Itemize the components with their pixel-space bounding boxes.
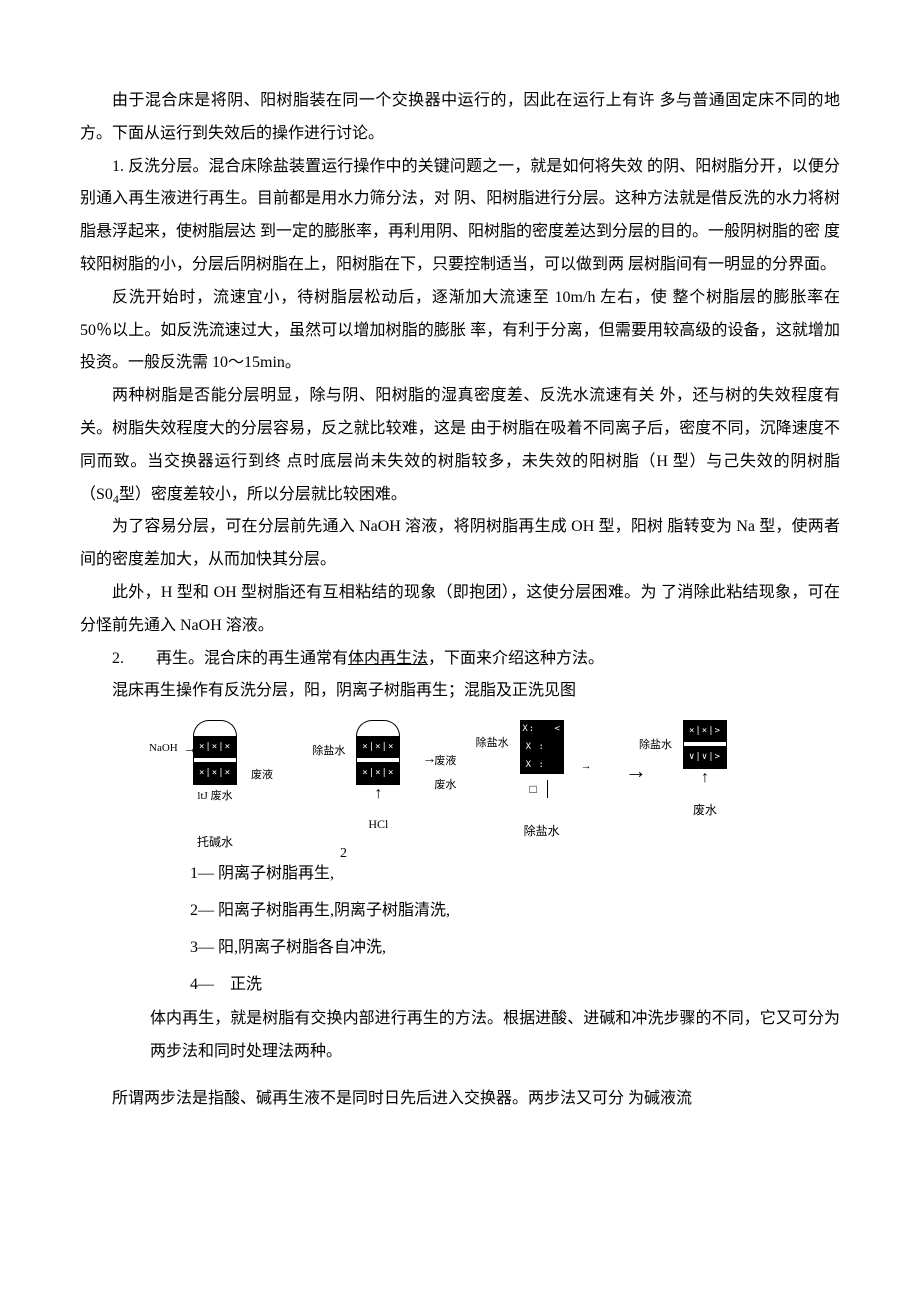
stage3-bottom-label: 除盐水 xyxy=(524,822,560,839)
resin-section-bottom: ×|×|× xyxy=(356,762,400,784)
paragraph-naoh-pretreatment: 为了容易分层，可在分层前先通入 NaOH 溶液，将阴树脂再生成 OH 型，阳树 … xyxy=(80,511,840,577)
paragraph-mixed-bed-regen: 混床再生操作有反洗分层，阳，阴离子树脂再生；混脂及正洗见图 xyxy=(80,675,840,708)
legend-item-2: 2— 阳离子树脂再生,阴离子树脂清洗, xyxy=(190,893,840,930)
resin-section-bottom: ∨|∨|> xyxy=(683,746,727,768)
stage2-left-label: 除盐水 xyxy=(312,742,345,758)
diagram-stage-4: 除盐水 → ×|×|> ∨|∨|> ↑ 废水 xyxy=(630,720,780,818)
stage2-bottom-label: HCl xyxy=(368,817,388,832)
paragraph-internal-regen: 体内再生，就是树脂有交换内部进行再生的方法。根据进酸、进碱和冲洗步骤的不同，它又… xyxy=(150,1003,840,1069)
stage2-right-label-1: 废液 xyxy=(434,752,456,768)
diagram-stage-2: 除盐水 ×|×|× ×|×|× → 废液 废水 ↑ HCl xyxy=(303,720,453,832)
resin-section-bottom: ×|×|× xyxy=(193,762,237,784)
stage3-left-label: 除盐水 xyxy=(476,734,509,750)
stage1-arrow-in: → xyxy=(183,742,197,758)
paragraph-step2-regeneration: 2. 再生。混合床的再生通常有体内再生法，下面来介绍这种方法。 xyxy=(80,643,840,676)
diagram-stage-1: NaOH → ×|×|× ×|×|× 废液 ltJ 废水 托碱水 xyxy=(140,720,290,850)
stage1-bottom-label: 托碱水 xyxy=(197,833,233,850)
diagram-stage-3: 除盐水 X: < X : X : → □ 除盐水 xyxy=(467,720,617,839)
stage4-arrow-up: ↑ xyxy=(701,769,709,787)
stage3-square: □ xyxy=(530,782,537,797)
legend-item-3: 3— 阳,阴离子树脂各自冲洗, xyxy=(190,930,840,967)
legend-item-1: 1— 阴离子树脂再生, xyxy=(190,856,840,893)
stage1-right-label: 废液 xyxy=(251,766,273,782)
p7-pre: 2. 再生。混合床的再生通常有 xyxy=(112,650,348,667)
paragraph-layering-factors: 两种树脂是否能分层明显，除与阴、阳树脂的湿真密度差、反洗水流速有关 外，还与树的… xyxy=(80,380,840,511)
stage1-under-label: ltJ 废水 xyxy=(197,787,232,803)
regeneration-diagram: NaOH → ×|×|× ×|×|× 废液 ltJ 废水 托碱水 除盐水 ×|×… xyxy=(140,720,780,850)
p7-post: ，下面来介绍这种方法。 xyxy=(428,650,604,667)
p4-part-b: 型）密度差较小，所以分层就比较困难。 xyxy=(119,486,407,503)
paragraph-adhesion: 此外，H 型和 OH 型树脂还有互相粘结的现象（即抱团），这使分层困难。为 了消… xyxy=(80,577,840,643)
stage2-right-label-2: 废水 xyxy=(434,776,456,792)
resin-section-c: X : xyxy=(520,756,564,774)
stage3-arrow-right: → xyxy=(581,760,592,772)
paragraph-two-step: 所谓两步法是指酸、碱再生液不是同时日先后进入交换器。两步法又可分 为碱液流 xyxy=(80,1083,840,1116)
paragraph-backwash-speed: 反洗开始时，流速宜小，待树脂层松动后，逐渐加大流速至 10m/h 左右，使 整个… xyxy=(80,282,840,380)
resin-section-top: ×|×|× xyxy=(356,736,400,758)
paragraph-intro: 由于混合床是将阴、阳树脂装在同一个交换器中运行的，因此在运行上有许 多与普通固定… xyxy=(80,85,840,151)
paragraph-step1: 1. 反洗分层。混合床除盐装置运行操作中的关键问题之一，就是如何将失效 的阴、阳… xyxy=(80,151,840,282)
stage4-arrow-in: → xyxy=(625,758,647,784)
stage1-left-label: NaOH xyxy=(149,742,178,754)
diagram-legend: 1— 阴离子树脂再生, 2— 阳离子树脂再生,阴离子树脂清洗, 3— 阳,阴离子… xyxy=(190,856,840,1003)
resin-section-top: ×|×|> xyxy=(683,720,727,742)
diagram-page-number: 2 xyxy=(340,846,347,862)
resin-section-top: ×|×|× xyxy=(193,736,237,758)
stage4-bottom-label: 废水 xyxy=(693,801,717,818)
stage4-left-label: 除盐水 xyxy=(639,736,672,752)
legend-item-4: 4— 正洗 xyxy=(190,967,840,1004)
resin-section-b: X : xyxy=(520,738,564,756)
p7-underline: 体内再生法 xyxy=(348,650,428,667)
resin-section-a: X: < xyxy=(520,720,564,738)
stage2-arrow-up: ↑ xyxy=(374,785,382,803)
